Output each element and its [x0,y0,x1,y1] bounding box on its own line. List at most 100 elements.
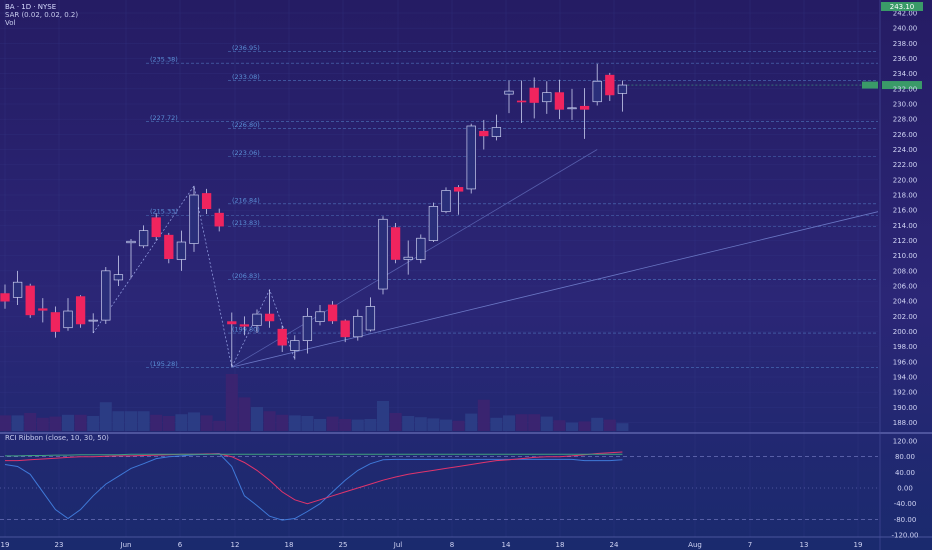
fib-label: (226.80) [232,121,260,129]
candle-body [0,293,10,302]
rci-line [5,451,623,505]
price-tag-bg [881,2,923,11]
oscillator-axis[interactable]: 120.00 80.00 40.00 0.00 -40.00 -80.00 -120.00 [891,438,918,540]
candle-body [567,107,577,110]
price-axis[interactable]: 242.00 240.00 238.00 236.00 234.00 232.00 230.… [893,10,918,428]
volume-bar [553,420,566,431]
price-tick-label: 202.00 [893,313,918,321]
price-tick-label: 212.00 [893,237,918,245]
rci-line [4,452,623,521]
volume-bar [150,414,163,431]
volume-bar [162,416,175,431]
volume-bar [591,417,604,431]
price-tick-label: 232.00 [893,85,918,93]
volume-bar [440,419,452,431]
legend-sar[interactable]: SAR (0.02, 0.02, 0.2) [5,11,78,19]
time-tick-label: Jun [120,541,132,549]
volume-bar [566,422,578,431]
volume-bar [452,420,465,431]
candle-body [252,313,262,326]
candle-body [416,237,426,260]
candle-body [50,312,61,332]
time-tick-label: 24 [610,541,619,549]
candle-body [542,92,552,103]
fib-label: (213.83) [232,219,260,227]
price-tick-label: 238.00 [893,40,918,48]
fib-label: (223.06) [232,149,260,157]
osc-tick-label: 40.00 [895,469,915,477]
time-tick-label: Aug [688,541,702,549]
volume-bar [36,417,49,431]
rci-ribbon [0,451,878,521]
time-tick-label: 19 [854,541,863,549]
legend-vol[interactable]: Vol [5,19,16,27]
volume-bar [87,416,100,431]
candle-body [88,319,98,322]
candle-body [302,315,313,341]
volume-bar [314,419,326,431]
candle-body [378,218,388,290]
candle-body [201,193,212,210]
last-price-axis-tag [882,81,922,90]
trend-lines [92,149,879,369]
volume-bar [0,415,11,431]
candle-body [151,217,161,238]
volume-bar [477,399,490,431]
time-tick-label: 12 [231,541,240,549]
time-tick-label: 13 [800,541,809,549]
volume-bar [125,411,137,431]
candle-body [138,230,149,247]
volume-bar [616,423,629,431]
fib-label: (199.80) [232,326,260,334]
candle-body [214,212,224,227]
candle-body [516,100,527,103]
candle-body [239,324,250,327]
volume-bar [99,402,112,431]
fib-label: (195.28) [150,360,178,368]
candle-body [504,90,514,95]
candle-body [529,87,539,103]
price-tag: 243.10 [890,3,915,11]
volume-bar [389,413,402,431]
candle-body [390,227,401,260]
osc-tick-label: -120.00 [891,532,918,540]
candle-body [592,80,602,103]
osc-tick-label: 80.00 [895,453,915,461]
candle-body [126,240,136,244]
candle-body [554,92,565,110]
candles[interactable] [0,63,922,368]
candle-body [189,194,199,244]
price-tick-label: 190.00 [893,404,918,412]
time-axis[interactable]: 19 23 Jun 6 12 18 25 Jul 8 14 18 24 Aug 7 13 19 [1,541,863,549]
price-tick-label: 242.00 [893,10,918,18]
candle-body [617,84,628,94]
volume-bar [339,419,352,431]
candle-body [63,310,73,329]
oscillator-title[interactable]: RCI Ribbon (close, 10, 30, 50) [5,434,109,442]
time-tick-label: 18 [556,541,565,549]
candle-body [227,321,237,325]
candle-body [327,304,338,322]
legend-symbol[interactable]: BA · 1D · NYSE [5,3,56,11]
price-tick-label: 234.00 [893,70,918,78]
time-tick-label: 8 [450,541,454,549]
volume-bar [377,401,389,431]
candle-body [25,285,35,316]
volume-bar [225,374,238,431]
volume-bar [276,414,289,431]
time-tick-label: 19 [1,541,10,549]
volume-bar [213,420,226,431]
time-tick-label: 6 [178,541,183,549]
candle-body [176,241,187,260]
volume-bar [188,412,200,431]
price-tick-label: 224.00 [893,146,918,154]
volume-bar [137,411,150,431]
price-tick-label: 198.00 [893,343,918,351]
volume-bar [288,415,301,431]
candle-body [277,328,287,346]
fib-label: (216.84) [232,196,260,204]
volume-bar [528,414,541,431]
time-tick-label: 25 [339,541,348,549]
price-tick-label: 206.00 [893,283,918,291]
